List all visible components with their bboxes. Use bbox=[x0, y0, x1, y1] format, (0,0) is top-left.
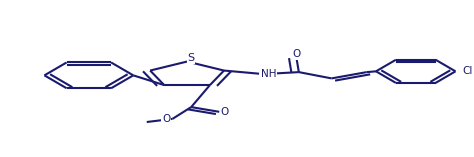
Text: S: S bbox=[187, 53, 194, 63]
Text: NH: NH bbox=[261, 69, 277, 79]
Text: O: O bbox=[221, 107, 229, 117]
Text: Cl: Cl bbox=[463, 66, 473, 76]
Text: O: O bbox=[292, 49, 301, 59]
Text: O: O bbox=[162, 114, 170, 124]
